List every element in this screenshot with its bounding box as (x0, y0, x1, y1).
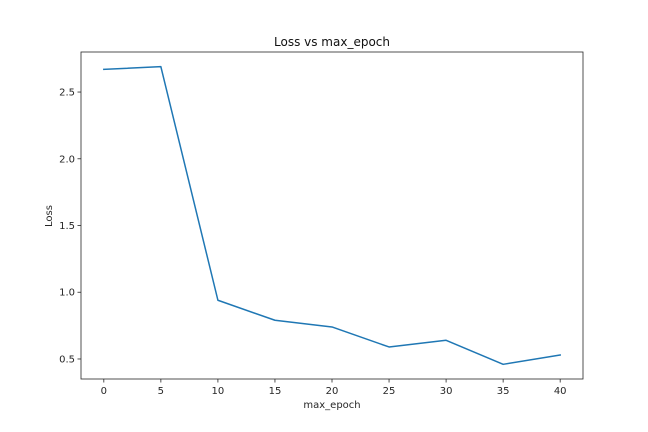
x-tick-label: 40 (554, 386, 567, 397)
y-tick-label: 1.0 (59, 288, 75, 299)
y-tick-label: 2.5 (59, 88, 75, 99)
y-tick-label: 1.5 (59, 221, 75, 232)
x-tick-label: 20 (326, 386, 339, 397)
y-axis-label: Loss (44, 205, 55, 227)
x-tick-label: 5 (158, 386, 164, 397)
x-tick-label: 35 (497, 386, 510, 397)
plot-area: 0 5 10 15 20 25 30 35 40 0.5 1.0 1.5 2.0 2.5 (59, 51, 584, 397)
x-axis-label: max_epoch (303, 400, 360, 411)
axes-frame (80, 51, 584, 380)
x-tick-label: 0 (101, 386, 107, 397)
x-tick-label: 15 (269, 386, 282, 397)
series-line-1 (103, 65, 562, 366)
y-tick-label: 2.0 (59, 154, 75, 165)
chart-title: Loss vs max_epoch (274, 35, 390, 49)
x-tick-label: 25 (383, 386, 396, 397)
y-tick-label: 0.5 (59, 354, 75, 365)
x-tick-label: 30 (440, 386, 453, 397)
x-tick-label: 10 (212, 386, 225, 397)
